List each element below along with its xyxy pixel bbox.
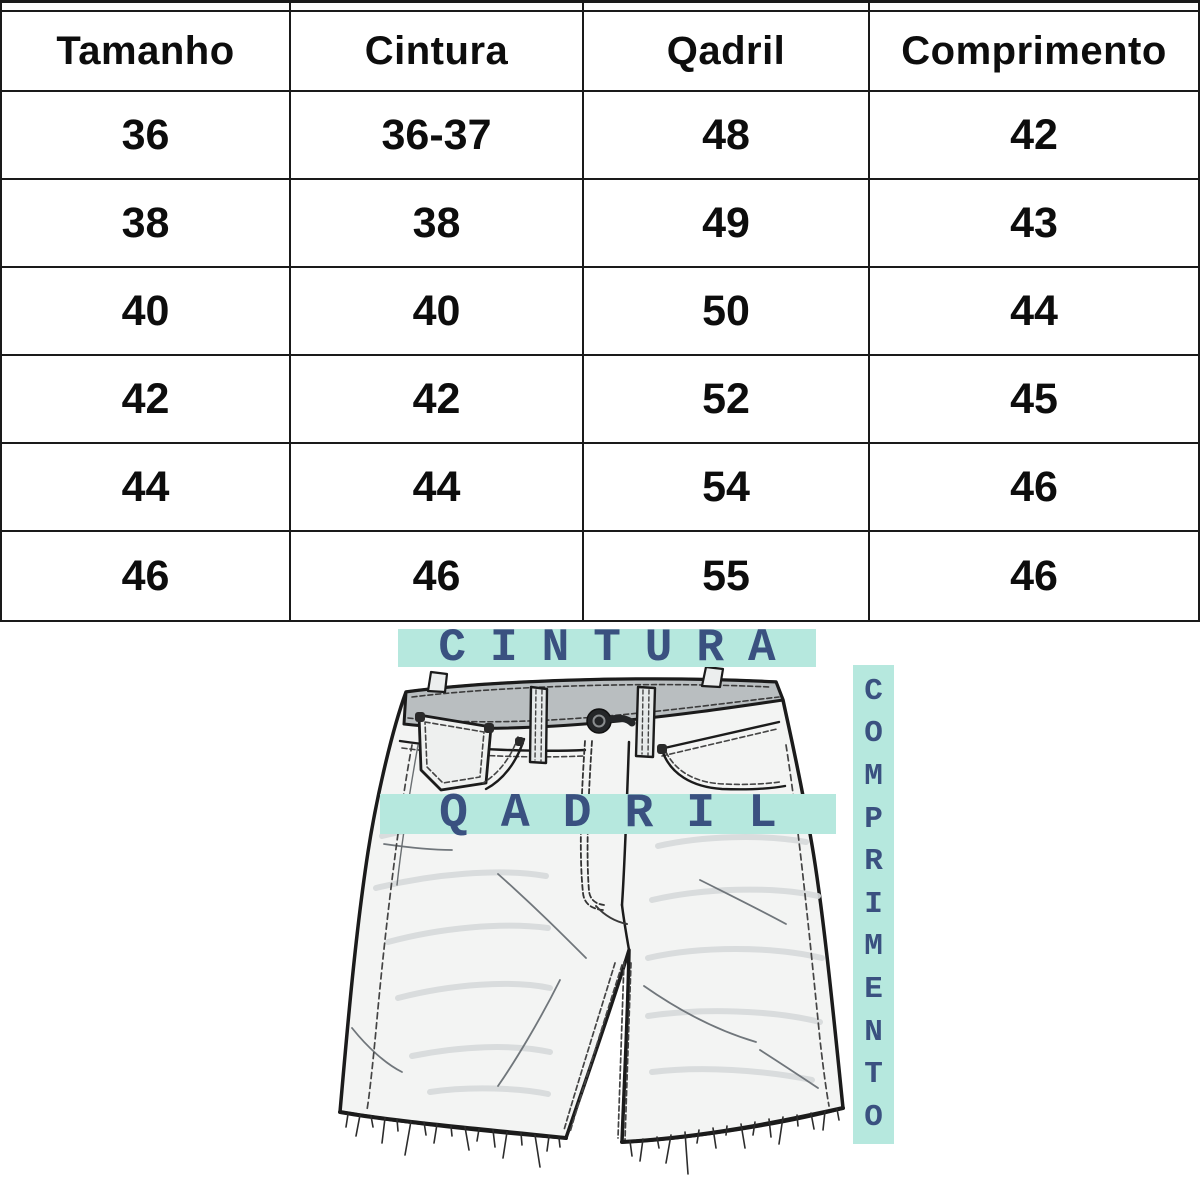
table-cell: 44 (291, 444, 584, 532)
rivet (657, 744, 667, 754)
header-comprimento: Comprimento (870, 12, 1198, 92)
hem-right (620, 1106, 845, 1144)
table-cell: 38 (291, 180, 584, 268)
table-col-stub (0, 0, 2, 12)
belt-loops (426, 665, 725, 765)
patch-pocket (417, 713, 493, 792)
table-cell: 50 (584, 268, 870, 356)
table-cell: 36 (2, 92, 291, 180)
crease-lines-dark (351, 843, 819, 1089)
table-cell: 42 (870, 92, 1198, 180)
table-cell: 42 (2, 356, 291, 444)
table-cell: 44 (870, 268, 1198, 356)
header-tamanho: Tamanho (2, 12, 291, 92)
table-cell: 54 (584, 444, 870, 532)
waist-measure-label: CINTURA (398, 622, 816, 674)
table-cell: 46 (1010, 551, 1058, 600)
waist-button (586, 708, 636, 734)
table-cell: 49 (584, 180, 870, 268)
table-cell: 42 (291, 356, 584, 444)
table-cell: 52 (584, 356, 870, 444)
table-col-stub (289, 0, 291, 12)
rivet (515, 737, 524, 746)
table-col-stub (1198, 0, 1200, 12)
table-cell: 38 (2, 180, 291, 268)
table-cell: 44 (2, 444, 291, 532)
table-col-stub (868, 0, 870, 12)
header-qadril: Qadril (584, 12, 870, 92)
size-chart-table: Tamanho Cintura Qadril Comprimento 36 36… (0, 10, 1200, 622)
hem-fringe (345, 1108, 840, 1175)
header-cintura: Cintura (291, 12, 584, 92)
table-cell: 40 (2, 268, 291, 356)
table-cell: 46 (870, 444, 1198, 532)
table-cell: 43 (870, 180, 1198, 268)
table-cell: 46 (2, 532, 291, 620)
table-cell: 40 (291, 268, 584, 356)
waistband (402, 677, 785, 730)
table-cell: 46 (291, 532, 584, 620)
table-cell: 36-37 (291, 92, 584, 180)
table-cell: 55 (584, 532, 870, 620)
rivet (415, 712, 425, 722)
hip-measure-label: QADRIL (380, 787, 836, 841)
table-col-stub (582, 0, 584, 12)
table-cell: 48 (584, 92, 870, 180)
table-top-crop-line (0, 0, 1200, 3)
rivet (484, 723, 494, 733)
crease-lines-light (373, 819, 825, 1097)
table-cell: 45 (870, 356, 1198, 444)
